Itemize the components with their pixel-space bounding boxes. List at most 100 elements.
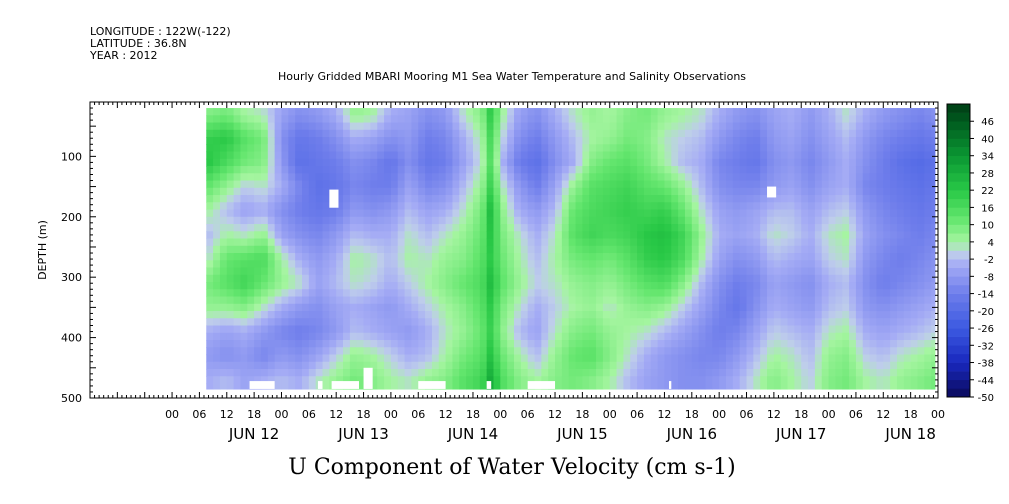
heatmap-cell [910, 158, 919, 167]
heatmap-cell [828, 224, 837, 232]
heatmap-cell [397, 137, 406, 145]
heatmap-cell [507, 216, 515, 225]
heatmap-cell [691, 274, 700, 283]
heatmap-cell [801, 108, 809, 116]
heatmap-cell [582, 231, 590, 240]
heatmap-cell [514, 195, 522, 203]
heatmap-cell [705, 303, 713, 312]
heatmap-cell [589, 347, 597, 356]
heatmap-cell [486, 318, 495, 327]
heatmap-cell [726, 303, 734, 312]
heatmap-cell [596, 318, 604, 327]
heatmap-cell [356, 158, 365, 167]
heatmap-cell [404, 282, 413, 290]
heatmap-cell [883, 361, 891, 370]
heatmap-cell [732, 245, 741, 254]
heatmap-cell [384, 369, 392, 377]
heatmap-cell [260, 260, 269, 269]
heatmap-cell [329, 376, 337, 385]
heatmap-cell [548, 296, 556, 305]
heatmap-cell [835, 108, 843, 116]
heatmap-cell [828, 195, 837, 203]
colorbar-swatch [947, 207, 970, 217]
heatmap-cell [698, 216, 707, 225]
heatmap-cell [418, 296, 426, 305]
heatmap-cell [452, 216, 460, 225]
heatmap-cell [425, 231, 433, 240]
heatmap-cell [671, 282, 679, 290]
heatmap-cell [657, 303, 666, 312]
heatmap-cell [609, 340, 618, 348]
heatmap-cell [876, 238, 884, 247]
heatmap-cell [213, 166, 221, 174]
heatmap-cell [548, 361, 556, 370]
heatmap-cell [555, 173, 563, 182]
heatmap-cell [561, 231, 570, 240]
colorbar-swatch [947, 155, 970, 165]
heatmap-cell [917, 274, 925, 283]
heatmap-cell [445, 245, 454, 254]
heatmap-cell [466, 383, 474, 390]
heatmap-cell [479, 289, 488, 298]
heatmap-cell [438, 108, 447, 116]
heatmap-cell [356, 166, 365, 174]
heatmap-cell [384, 383, 392, 390]
heatmap-cell [732, 137, 741, 145]
heatmap-cell [739, 202, 748, 211]
heatmap-cell [855, 383, 864, 390]
heatmap-cell [657, 253, 666, 261]
heatmap-cell [438, 158, 447, 167]
heatmap-cell [753, 224, 761, 232]
heatmap-cell [780, 260, 789, 269]
heatmap-cell [390, 137, 399, 145]
heatmap-cell [267, 144, 276, 153]
heatmap-cell [219, 151, 228, 160]
heatmap-cell [616, 209, 625, 218]
heatmap-cell [643, 303, 652, 312]
heatmap-cell [411, 354, 419, 363]
heatmap-cell [890, 158, 898, 167]
heatmap-cell [637, 108, 645, 116]
heatmap-cell [274, 115, 283, 124]
x-tick-label: 00 [822, 408, 836, 421]
heatmap-cell [602, 224, 611, 232]
heatmap-cell [842, 231, 850, 240]
heatmap-cell [596, 224, 604, 232]
heatmap-cell [691, 361, 700, 370]
heatmap-cell [917, 253, 925, 261]
heatmap-cell [472, 238, 481, 247]
heatmap-cell [213, 383, 221, 390]
heatmap-cell [869, 209, 878, 218]
heatmap-cell [814, 311, 823, 319]
heatmap-cell [507, 361, 515, 370]
heatmap-cell [520, 282, 529, 290]
heatmap-cell [917, 137, 925, 145]
heatmap-cell [397, 260, 406, 269]
heatmap-cell [801, 267, 809, 276]
heatmap-cell [493, 173, 501, 182]
heatmap-cell [643, 274, 652, 283]
heatmap-cell [931, 369, 936, 377]
colorbar-label: 22 [981, 186, 994, 197]
heatmap-cell [876, 108, 884, 116]
heatmap-cell [302, 340, 310, 348]
heatmap-cell [233, 173, 242, 182]
heatmap-cell [746, 108, 754, 116]
heatmap-cell [445, 383, 454, 390]
heatmap-cell [753, 231, 761, 240]
heatmap-cell [924, 238, 932, 247]
heatmap-cell [780, 238, 789, 247]
heatmap-cell [650, 137, 659, 145]
heatmap-cell [890, 224, 898, 232]
heatmap-cell [274, 195, 283, 203]
heatmap-cell [650, 369, 659, 377]
heatmap-cell [233, 311, 242, 319]
heatmap-cell [418, 245, 426, 254]
heatmap-cell [452, 282, 460, 290]
heatmap-cell [917, 180, 925, 189]
heatmap-cell [336, 267, 344, 276]
heatmap-cell [896, 166, 905, 174]
heatmap-cell [322, 216, 330, 225]
heatmap-cell [780, 158, 789, 167]
heatmap-cell [589, 195, 597, 203]
